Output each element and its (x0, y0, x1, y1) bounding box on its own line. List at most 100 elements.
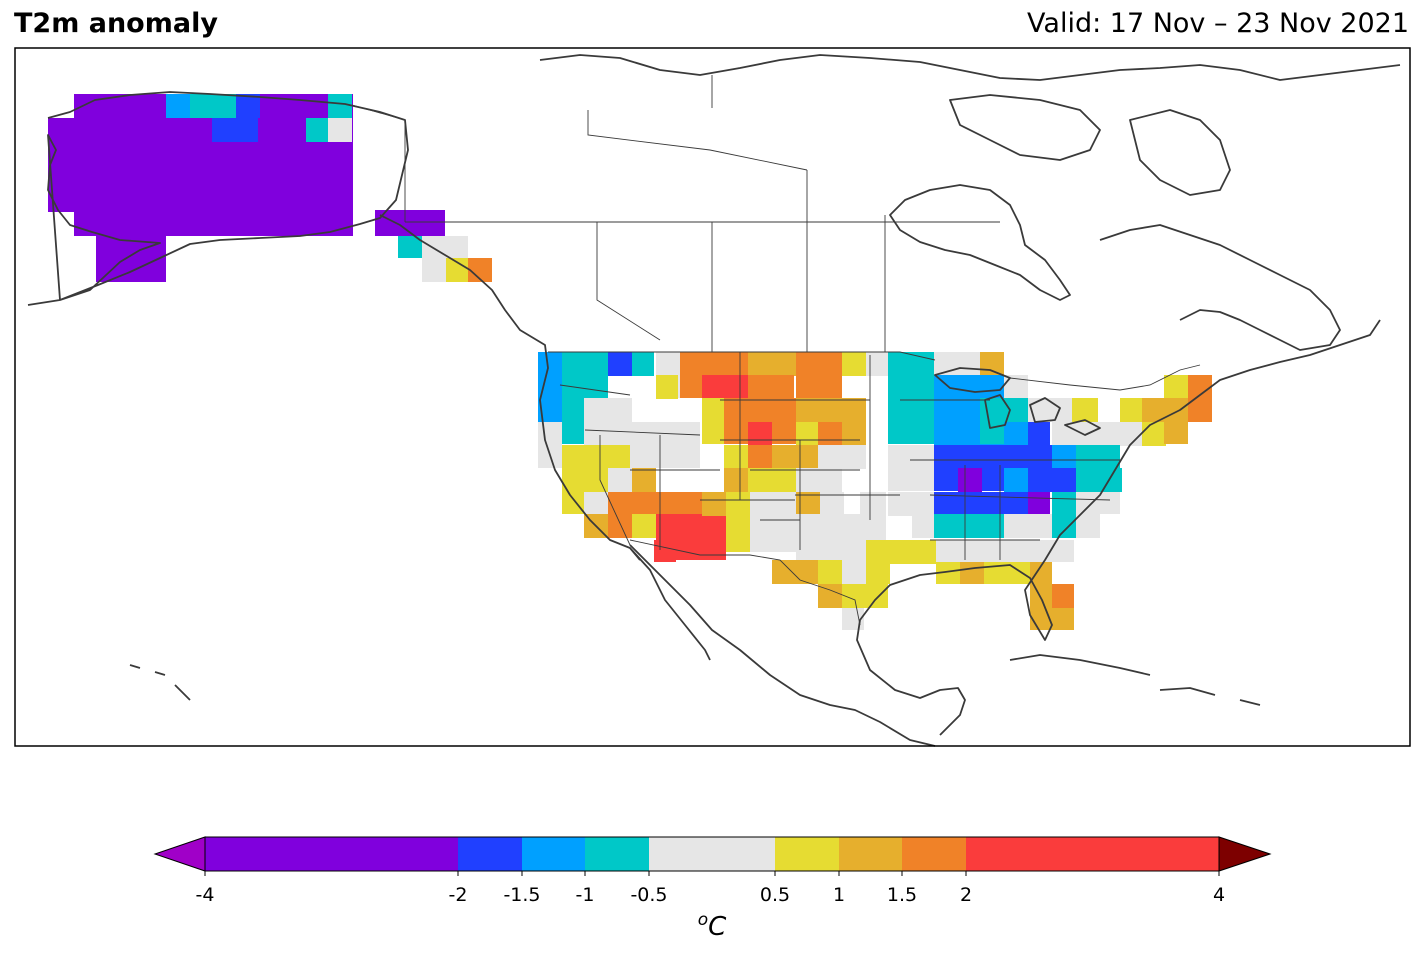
anomaly-cell (748, 422, 772, 446)
anomaly-cell (1028, 468, 1076, 492)
mexico-coast (629, 544, 936, 747)
anomaly-cell (1004, 514, 1052, 538)
anomaly-cell (818, 560, 842, 584)
anomaly-cell (1076, 514, 1100, 538)
anomaly-cell (656, 375, 678, 399)
colorbar-tick-label: 0.5 (760, 884, 790, 906)
anomaly-cell (748, 375, 794, 399)
anomaly-cell (958, 468, 982, 492)
anomaly-cell (724, 468, 748, 492)
colorbar-tick-label: 4 (1213, 884, 1225, 906)
anomaly-cell (724, 445, 748, 469)
anomaly-cell (842, 352, 866, 376)
anomaly-cell (772, 560, 818, 584)
anomaly-cell (726, 492, 750, 552)
arctic-islands (539, 54, 1401, 196)
anomaly-cell (888, 445, 934, 491)
anomaly-cell (1052, 584, 1074, 608)
anomaly-cell (1052, 514, 1076, 538)
anomaly-cell (1004, 445, 1052, 469)
anomaly-cell (1076, 468, 1100, 492)
anomaly-cell (702, 514, 726, 560)
colorbar-tick-label: -2 (449, 884, 468, 906)
colorbar-segment (966, 837, 1219, 871)
anomaly-cell (166, 94, 190, 118)
anomaly-cell (538, 422, 562, 468)
anomaly-cell (422, 236, 468, 258)
anomaly-cell (632, 468, 656, 492)
anomaly-cell (1098, 445, 1120, 469)
anomaly-cell (772, 352, 796, 376)
colorbar-tick-label: 1 (833, 884, 845, 906)
anomaly-cell (1030, 584, 1052, 630)
anomaly-cell (888, 352, 934, 398)
colorbar: -4 -2 -1.5 -1 -0.5 0.5 1 1.5 2 4 oC (153, 836, 1272, 942)
anomaly-cell (702, 398, 724, 444)
anomaly-cell (1004, 422, 1028, 446)
anomaly-cell (1052, 608, 1074, 630)
anomaly-cell (748, 352, 772, 376)
us-state-lines (559, 352, 1120, 560)
anomaly-cell (866, 352, 888, 376)
anomaly-cell (1098, 492, 1120, 514)
anomaly-cell (1164, 375, 1188, 399)
colorbar-segment (585, 837, 649, 871)
anomaly-cell (608, 514, 632, 538)
colorbar-segment (205, 837, 458, 871)
anomaly-cell (912, 514, 934, 538)
great-lakes (934, 367, 1101, 436)
anomaly-cell (1142, 398, 1164, 422)
anomaly-cell (958, 540, 1052, 562)
anomaly-cell (1052, 422, 1076, 446)
anomaly-cell (1006, 540, 1030, 562)
anomaly-cell (1142, 422, 1166, 446)
anomaly-cells (48, 94, 1212, 630)
anomaly-cell (934, 514, 1004, 538)
colorbar-tick-label: -1 (576, 884, 595, 906)
anomaly-cell (748, 445, 772, 469)
anomaly-cell (796, 352, 842, 398)
anomaly-cell (796, 398, 866, 422)
anomaly-cell (820, 492, 844, 516)
anomaly-cell (958, 398, 980, 422)
political-borders (351, 75, 1201, 626)
anomaly-cell (608, 352, 632, 376)
coastlines (27, 54, 1401, 747)
anomaly-cell (1052, 445, 1076, 469)
anomaly-cell (190, 94, 236, 118)
colorbar-segment (902, 837, 966, 871)
anomaly-cell (1072, 398, 1096, 422)
colorbar-tick-label: 1.5 (887, 884, 917, 906)
anomaly-cell (1120, 422, 1142, 446)
anomaly-cell (890, 540, 936, 564)
anomaly-cell (980, 352, 1004, 376)
valid-date-label: Valid: 17 Nov – 23 Nov 2021 (1027, 8, 1409, 39)
caribbean-islands (129, 654, 1261, 706)
anomaly-cell (1028, 492, 1050, 514)
anomaly-cell (702, 492, 726, 516)
anomaly-cell (328, 118, 352, 142)
anomaly-cell (422, 258, 446, 282)
alaska-canada-border (351, 104, 406, 222)
canada-provinces (587, 75, 886, 352)
colorbar-tick-label: -0.5 (630, 884, 667, 906)
anomaly-cell (960, 560, 984, 584)
anomaly-cell (772, 398, 796, 444)
colorbar-segment (458, 837, 522, 871)
anomaly-cell (1164, 398, 1188, 444)
colorbar-segment (839, 837, 902, 871)
colorbar-tick-label: -1.5 (503, 884, 540, 906)
anomaly-cell (860, 492, 886, 514)
anomaly-cell (1028, 422, 1050, 446)
anomaly-cell (866, 540, 890, 584)
anomaly-cell (818, 584, 842, 608)
anomaly-cell (958, 352, 980, 376)
anomaly-cell (1076, 445, 1100, 469)
anomaly-cell (796, 468, 842, 492)
map-frame-border (14, 47, 1411, 747)
colorbar-segment (522, 837, 585, 871)
anomaly-cell (842, 422, 866, 446)
anomaly-cell (562, 445, 608, 469)
colorbar-under-arrow (153, 836, 206, 872)
